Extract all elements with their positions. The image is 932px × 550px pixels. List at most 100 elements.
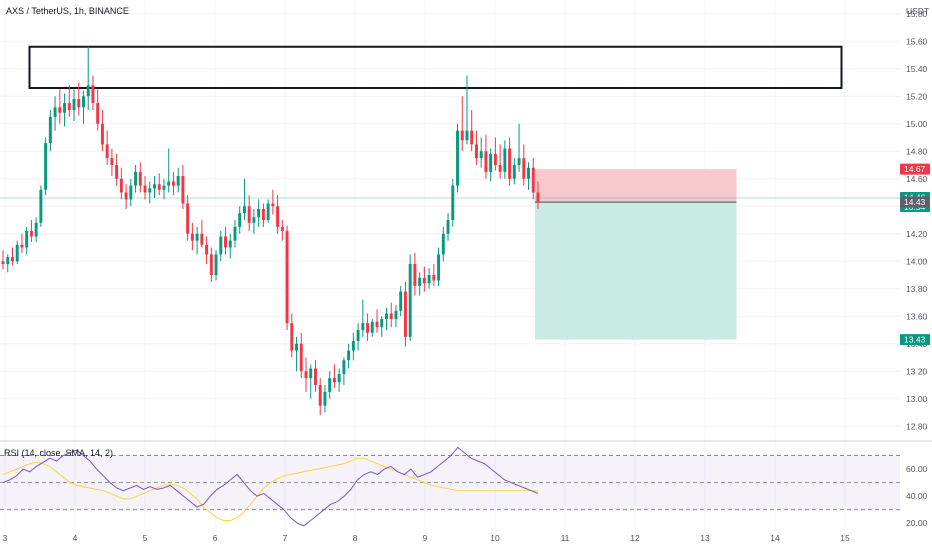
candle-body — [91, 85, 95, 104]
price-tick-label: 13.20 — [906, 366, 928, 376]
candle-body — [318, 385, 322, 406]
candle-body — [82, 96, 85, 108]
candle-body — [6, 257, 10, 264]
candle-body — [531, 167, 535, 193]
candle-body — [242, 206, 246, 214]
candle-body — [474, 144, 478, 159]
time-tick-label: 10 — [490, 533, 500, 543]
candle-body — [129, 185, 133, 200]
candle-body — [418, 277, 422, 286]
candle-body — [29, 231, 33, 237]
candle-body — [370, 321, 374, 333]
candle-body — [181, 176, 185, 204]
candle-body — [484, 151, 488, 172]
candle-body — [219, 236, 223, 255]
candle-body — [512, 165, 516, 179]
time-tick-label: 14 — [770, 533, 780, 543]
resistance-zone-box[interactable] — [28, 45, 843, 89]
candle-body — [261, 209, 265, 220]
time-tick-label: 15 — [840, 533, 850, 543]
candle-body — [517, 158, 521, 165]
candle-body — [247, 206, 251, 223]
price-badge-label: 13.43 — [904, 335, 926, 345]
candle-body — [257, 209, 261, 218]
candle-body — [280, 226, 284, 231]
candle-body — [58, 107, 62, 113]
candle-body — [536, 192, 540, 203]
candle-body — [314, 368, 317, 385]
candle-body — [304, 371, 308, 379]
candle-body — [77, 99, 81, 108]
price-axis[interactable]: USDT 15.80 15.60 15.40 15.20 15.00 14.80 14.60… — [900, 6, 930, 431]
candle-body — [328, 378, 332, 392]
candle-body — [413, 264, 417, 286]
candle-body — [271, 203, 275, 207]
candle-body — [498, 165, 502, 172]
candle-body — [209, 254, 213, 275]
symbol-title: AXS / TetherUS, 1h, BINANCE — [6, 6, 129, 16]
candle-body — [20, 244, 24, 248]
candle-body — [162, 185, 166, 190]
candle-body — [176, 176, 180, 186]
candle-body — [508, 148, 512, 179]
candle-body — [394, 310, 398, 319]
price-tick-label: 14.00 — [906, 256, 928, 266]
rsi-tick-label: 40.00 — [906, 491, 928, 501]
price-tick-label: 14.20 — [906, 229, 928, 239]
candle-body — [299, 343, 303, 372]
time-tick-label: 8 — [353, 533, 358, 543]
take-profit-zone[interactable] — [534, 202, 737, 340]
candle-body — [115, 165, 119, 179]
stop-loss-zone[interactable] — [534, 169, 737, 203]
rsi-tick-label: 60.00 — [906, 464, 928, 474]
candle-body — [190, 233, 194, 241]
candle-body — [351, 341, 355, 351]
candle-body — [309, 368, 313, 379]
short-position-tool[interactable] — [534, 169, 737, 340]
candle-body — [356, 330, 360, 341]
price-badge-label: 14.67 — [904, 164, 926, 174]
rsi-pane[interactable]: RSI (14, close, SMA, 14, 2) 60.00 40.00 20… — [0, 446, 928, 528]
price-tick-label: 15.20 — [906, 91, 928, 101]
candle-body — [503, 148, 507, 172]
candle-body — [347, 350, 351, 361]
candle-body — [290, 323, 294, 351]
candle-body — [224, 236, 227, 248]
candle-body — [67, 103, 71, 110]
candle-body — [148, 188, 152, 193]
rsi-label: RSI (14, close, SMA, 14, 2) — [4, 448, 113, 458]
candle-body — [446, 220, 450, 234]
price-tick-label: 15.00 — [906, 119, 928, 129]
candle-body — [295, 343, 299, 351]
candle-body — [72, 99, 76, 110]
price-tick-label: 13.80 — [906, 284, 928, 294]
time-axis[interactable]: 3 4 5 6 7 8 9 10 11 12 13 14 15 — [3, 533, 850, 543]
price-tick-label: 14.80 — [906, 146, 928, 156]
candle-body — [44, 143, 48, 190]
rsi-tick-label: 20.00 — [906, 518, 928, 528]
candle-body — [39, 189, 43, 223]
price-tick-label: 15.40 — [906, 64, 928, 74]
price-tick-label: 13.60 — [906, 311, 928, 321]
candle-body — [479, 151, 483, 159]
price-tick-label: 15.80 — [906, 9, 928, 19]
time-tick-label: 13 — [700, 533, 710, 543]
candle-body — [422, 277, 426, 284]
candle-body — [456, 130, 459, 186]
candle-body — [437, 254, 441, 281]
price-gridlines — [0, 0, 900, 530]
candle-body — [323, 391, 327, 406]
price-tick-label: 15.60 — [906, 36, 928, 46]
price-candles — [1, 46, 540, 416]
price-tick-label: 12.80 — [906, 421, 928, 431]
candle-body — [399, 291, 403, 311]
candle-body — [375, 321, 379, 328]
time-tick-label: 6 — [213, 533, 218, 543]
candle-body — [143, 185, 147, 193]
rsi-line — [2, 446, 539, 527]
candle-body — [1, 261, 5, 264]
candle-body — [48, 116, 52, 143]
rsi-sma-line — [2, 457, 538, 521]
candle-body — [134, 171, 138, 186]
